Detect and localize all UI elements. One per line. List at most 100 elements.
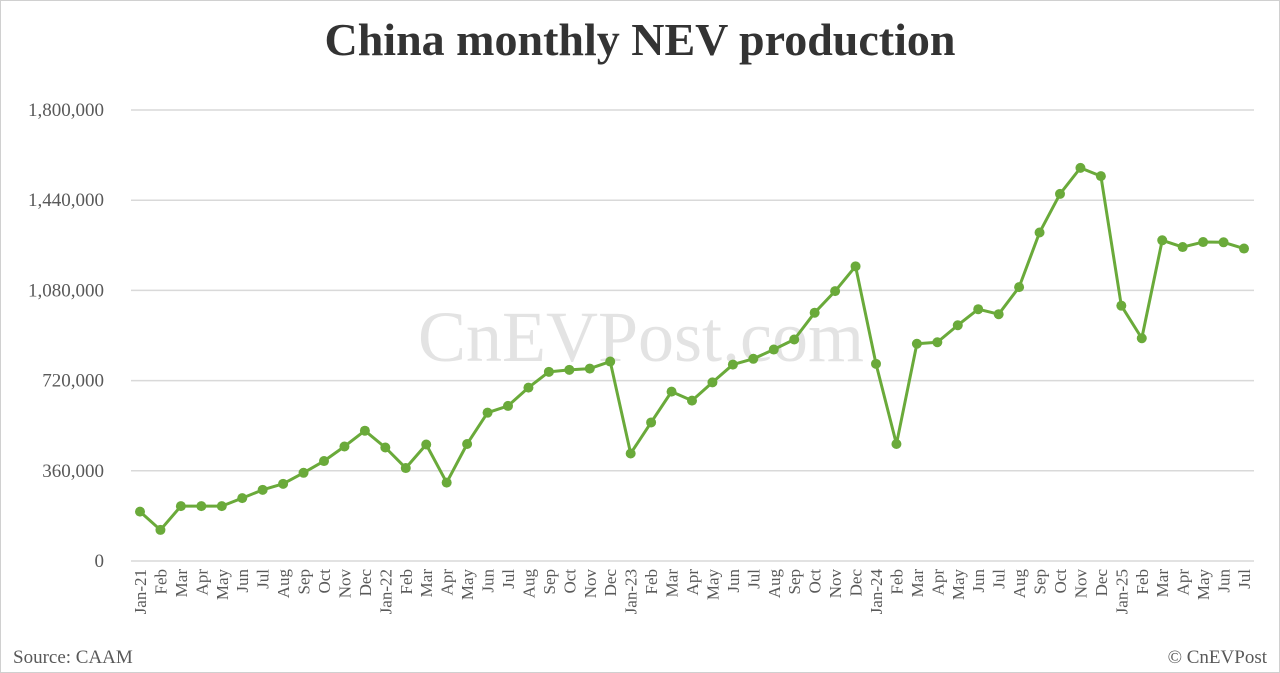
x-tick-label: Dec (847, 569, 866, 597)
x-tick-label: Jan-21 (131, 569, 150, 614)
x-tick-label: Aug (274, 569, 293, 599)
data-point (993, 309, 1004, 320)
x-tick-label: Nov (1071, 569, 1090, 599)
x-tick-label: Apr (928, 569, 947, 596)
x-tick-label: Nov (581, 569, 600, 599)
data-point (768, 344, 779, 355)
data-point (462, 438, 473, 449)
x-tick-label: May (1194, 569, 1213, 601)
data-point (789, 334, 800, 345)
x-tick-label: May (703, 569, 722, 601)
y-tick-label: 360,000 (42, 461, 104, 482)
data-point (1239, 243, 1249, 254)
data-point (605, 356, 616, 367)
data-point (625, 448, 636, 459)
data-point (646, 417, 657, 428)
data-point (1014, 282, 1025, 293)
x-tick-label: Jul (990, 569, 1009, 589)
data-point (503, 400, 513, 411)
data-point (1075, 162, 1086, 173)
chart-title: China monthly NEV production (324, 14, 956, 65)
x-tick-label: Jun (479, 569, 498, 593)
x-tick-label: Jun (724, 569, 743, 593)
data-point (1157, 235, 1168, 246)
data-point (257, 484, 268, 495)
data-point (871, 358, 881, 369)
data-point (850, 261, 861, 272)
x-tick-label: Nov (826, 569, 845, 599)
x-tick-label: Apr (438, 569, 457, 596)
y-tick-label: 1,800,000 (28, 100, 104, 121)
y-tick-label: 0 (95, 551, 105, 572)
x-tick-label: Aug (519, 569, 538, 599)
x-tick-label: Oct (315, 569, 334, 594)
x-tick-label: May (949, 569, 968, 601)
x-tick-label: Oct (560, 569, 579, 594)
x-tick-label: Nov (335, 569, 354, 599)
data-point (359, 425, 370, 436)
source-note: Source: CAAM (13, 647, 133, 668)
x-tick-label: Sep (540, 569, 559, 595)
data-point (155, 524, 166, 535)
copyright-note: © CnEVPost (1167, 647, 1267, 668)
x-tick-label: Jun (969, 569, 988, 593)
x-tick-label: Feb (642, 569, 661, 595)
data-point (809, 307, 820, 318)
data-point (237, 493, 248, 504)
x-tick-label: Jan-22 (376, 569, 395, 614)
data-point (666, 386, 677, 397)
x-tick-label: Mar (172, 569, 191, 598)
data-point (1218, 237, 1229, 248)
x-tick-label: Apr (1174, 569, 1193, 596)
data-point (1198, 237, 1209, 248)
watermark: CnEVPost.com (418, 297, 864, 377)
data-point (1034, 227, 1045, 238)
x-tick-label: Apr (683, 569, 702, 596)
data-point (1136, 333, 1147, 344)
data-point (830, 286, 841, 297)
x-tick-label: Feb (151, 569, 170, 595)
data-point (523, 382, 534, 393)
data-point (298, 467, 309, 478)
data-point (319, 456, 329, 467)
data-point (727, 359, 738, 370)
data-point (707, 377, 718, 388)
x-tick-label: Dec (601, 569, 620, 597)
data-point (911, 338, 922, 349)
x-tick-label: Sep (785, 569, 804, 595)
data-point (1095, 171, 1106, 182)
data-point (973, 304, 984, 315)
x-tick-label: Jan-23 (622, 569, 641, 614)
x-tick-label: Feb (1133, 569, 1152, 595)
x-tick-label: Mar (663, 569, 682, 598)
y-tick-label: 720,000 (42, 371, 104, 392)
x-tick-label: Oct (806, 569, 825, 594)
x-tick-label: Jun (233, 569, 252, 593)
x-tick-label: Aug (765, 569, 784, 599)
x-tick-label: Aug (1010, 569, 1029, 599)
data-point (1055, 188, 1065, 199)
data-point (564, 364, 575, 375)
data-point (952, 320, 963, 331)
data-point (135, 506, 145, 517)
data-point (584, 363, 595, 374)
data-point (441, 477, 452, 488)
data-point (380, 442, 391, 453)
x-tick-label: Mar (417, 569, 436, 598)
data-point (339, 441, 350, 452)
data-point (421, 439, 432, 450)
x-tick-label: Jul (744, 569, 763, 589)
x-tick-label: Mar (908, 569, 927, 598)
x-tick-label: Jun (1215, 569, 1234, 593)
data-point (400, 463, 411, 474)
data-point (196, 501, 207, 512)
x-tick-label: Jul (254, 569, 273, 589)
data-point (891, 438, 902, 449)
x-tick-label: Oct (1051, 569, 1070, 594)
data-point (748, 353, 759, 364)
data-point (175, 501, 186, 512)
x-tick-label: Feb (887, 569, 906, 595)
y-tick-label: 1,080,000 (28, 280, 104, 301)
